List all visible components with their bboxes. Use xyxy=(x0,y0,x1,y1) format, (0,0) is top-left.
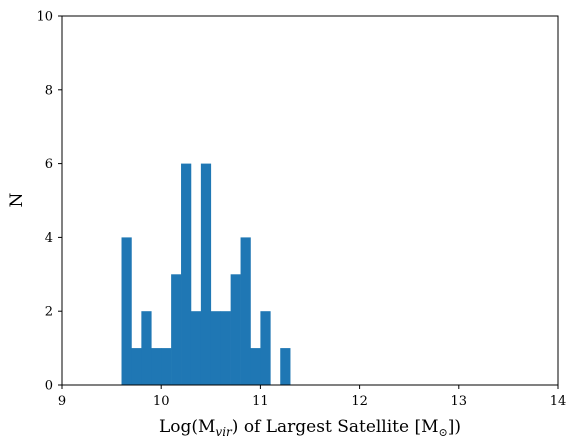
y-tick-label: 0 xyxy=(45,379,53,394)
y-tick-label: 4 xyxy=(45,231,53,246)
x-axis-label: Log(Mvir) of Largest Satellite [M⊙]) xyxy=(159,417,461,439)
histogram-bar xyxy=(141,311,152,385)
x-tick-label: 11 xyxy=(252,394,269,409)
x-tick-label: 9 xyxy=(58,394,66,409)
histogram-bar xyxy=(151,348,162,385)
x-tick-label: 14 xyxy=(550,394,567,409)
histogram-bar xyxy=(121,237,132,385)
y-axis-label: N xyxy=(7,192,27,207)
histogram-bar xyxy=(181,163,192,385)
y-tick-label: 2 xyxy=(45,305,53,320)
histogram-bar xyxy=(230,274,241,385)
histogram-bar xyxy=(161,348,172,385)
histogram-bar xyxy=(200,163,212,385)
histogram-bar xyxy=(190,311,202,385)
histogram-bar xyxy=(280,348,291,385)
y-tick-label: 8 xyxy=(45,83,53,98)
x-tick-label: 13 xyxy=(451,394,468,409)
histogram-bar xyxy=(260,311,271,385)
histogram-bar xyxy=(210,311,222,385)
plot-frame xyxy=(61,15,559,386)
y-axis-ticks: 0 2 4 6 8 10 xyxy=(36,10,62,394)
y-tick-label: 6 xyxy=(45,157,53,172)
histogram-bar xyxy=(171,274,182,385)
histogram-bar xyxy=(131,348,142,385)
histogram-bar xyxy=(220,311,231,385)
histogram-bars xyxy=(121,163,291,385)
histogram-bar xyxy=(240,237,251,385)
x-tick-label: 10 xyxy=(153,394,170,409)
x-axis-ticks: 9 10 11 12 13 14 xyxy=(58,385,566,409)
histogram-bar xyxy=(250,348,261,385)
y-tick-label: 10 xyxy=(36,10,53,25)
x-tick-label: 12 xyxy=(351,394,368,409)
